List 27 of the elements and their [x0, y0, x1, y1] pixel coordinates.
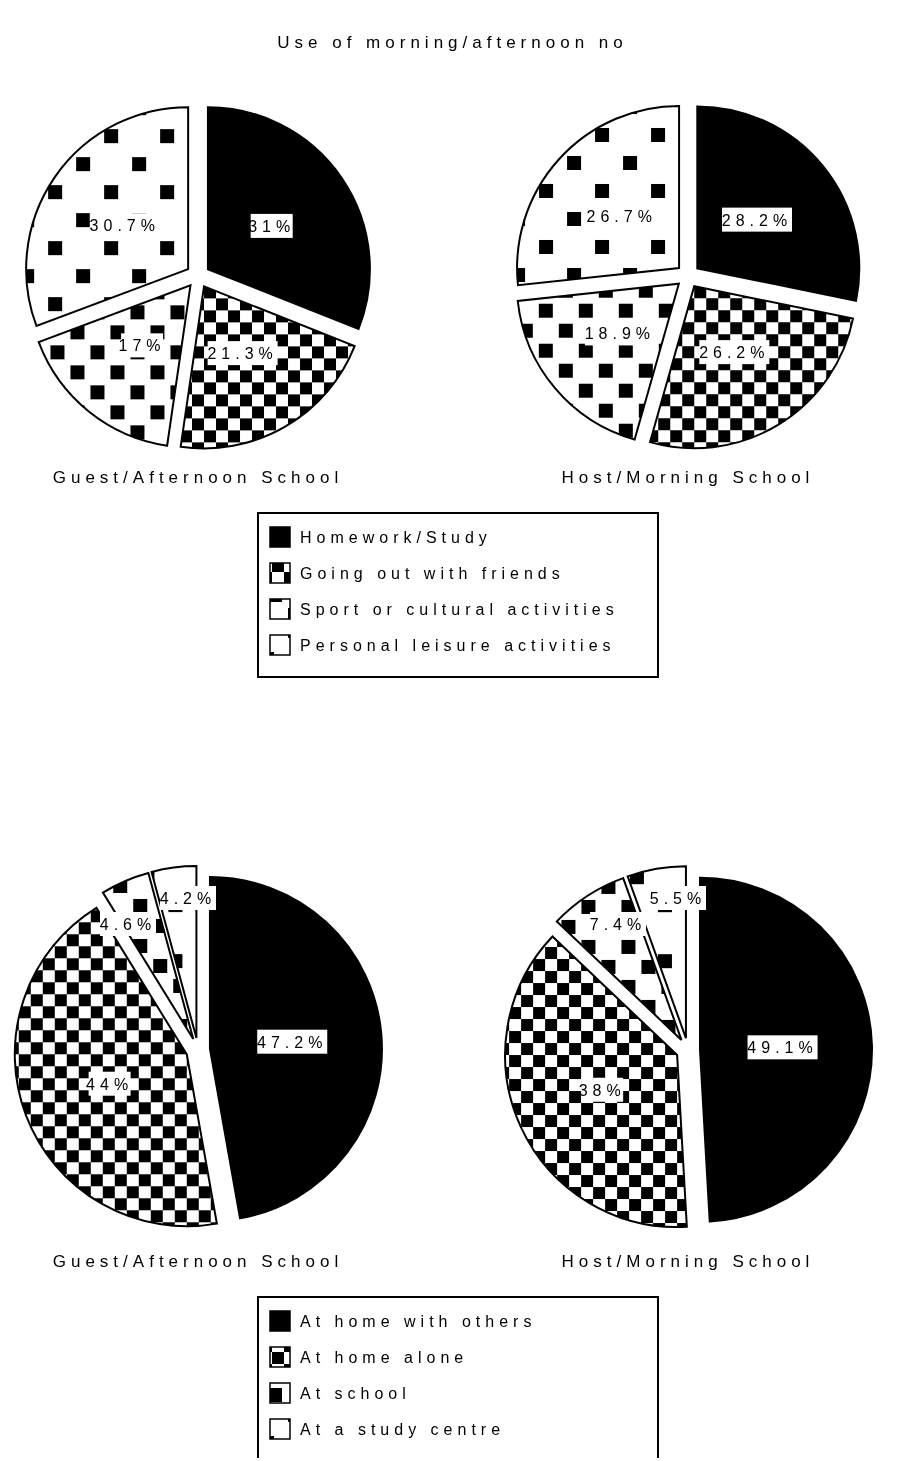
- data-label: 18.9%: [584, 325, 656, 343]
- legend-label: At a study centre: [300, 1421, 506, 1438]
- slice-label: Host/Morning School: [561, 1252, 815, 1271]
- data-label: 38%: [578, 1081, 626, 1099]
- slice-label: Guest/Afternoon School: [52, 468, 344, 487]
- legend-label: Homework/Study: [300, 529, 492, 546]
- data-label: 44%: [86, 1075, 134, 1093]
- legend-label: At school: [300, 1385, 411, 1402]
- legend-label: Personal leisure activities: [300, 637, 616, 654]
- data-label: 47.2%: [257, 1033, 328, 1051]
- legend-label: Going out with friends: [300, 565, 565, 582]
- data-label: 28.2%: [721, 211, 793, 229]
- data-label: 30.7%: [89, 217, 160, 235]
- data-label: 26.7%: [586, 208, 657, 226]
- legend-label: At home alone: [300, 1349, 469, 1366]
- legend-label: At home with others: [300, 1313, 537, 1330]
- legend-label: Sport or cultural activities: [300, 601, 619, 618]
- data-label: 5.5%: [649, 890, 707, 907]
- slice-label: Host/Morning School: [561, 468, 815, 487]
- data-label: 4.2%: [159, 890, 217, 907]
- data-label: 7.4%: [589, 916, 647, 933]
- data-label: 26.2%: [699, 344, 770, 362]
- slice-label: Guest/Afternoon School: [52, 1252, 344, 1271]
- data-label: 17%: [118, 337, 166, 355]
- data-label: 21.3%: [207, 345, 278, 363]
- chart-title: Use of morning/afternoon no: [277, 33, 628, 52]
- data-label: 4.6%: [99, 916, 157, 933]
